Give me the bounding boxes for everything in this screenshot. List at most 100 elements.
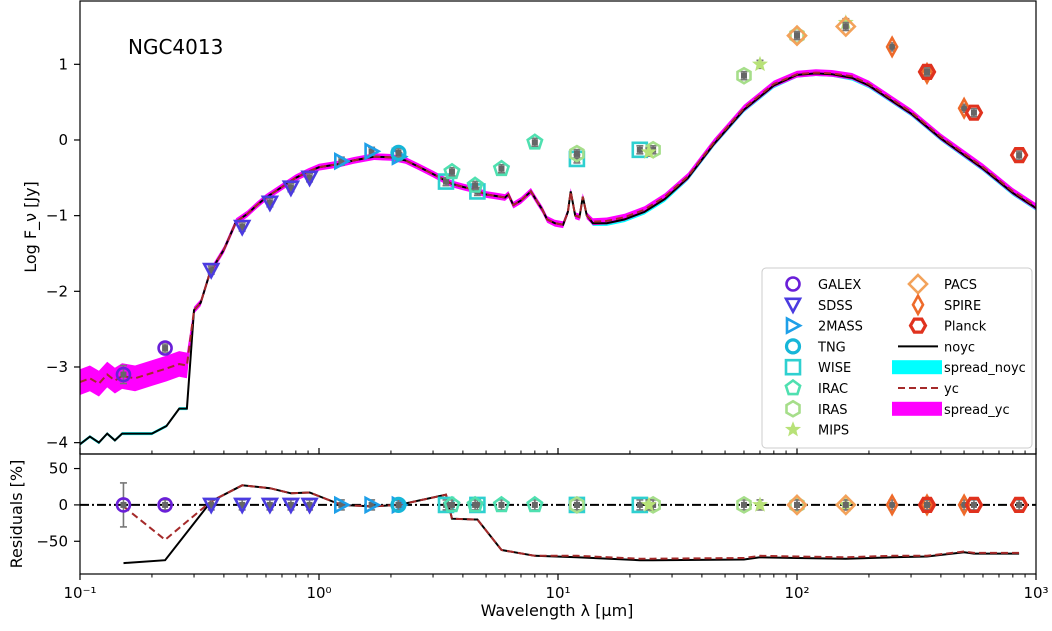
error-bar — [793, 30, 801, 41]
residual-yc-line — [122, 484, 1020, 560]
x-tick-label: 10¹ — [545, 584, 570, 602]
residual-point-pacs — [834, 494, 857, 516]
point-irac — [466, 176, 484, 193]
residual-point-iras — [736, 495, 752, 514]
residual-noyc-line — [123, 484, 1020, 565]
y-axis-label-bottom: Residuals [%] — [7, 460, 26, 569]
residual-point-irac — [443, 495, 461, 513]
residual-point-planck — [1009, 496, 1029, 513]
x-tick-label: 10² — [784, 584, 809, 602]
y-tick-label: −4 — [46, 434, 68, 452]
residual-point-2mass — [333, 495, 352, 515]
axes: 10⁻¹ 10⁰ 10¹ 10² 10³ −4 −3 −2 −1 0 1 −50 0 50 — [36, 0, 1049, 602]
legend-label-galex: GALEX — [818, 278, 861, 293]
legend-label-spread_yc: spread_yc — [944, 403, 1010, 418]
error-bar — [740, 70, 748, 81]
legend-marker-wise — [784, 358, 802, 376]
legend-label-pacs: PACS — [944, 278, 977, 293]
legend-label-spread_noyc: spread_noyc — [944, 361, 1026, 376]
legend-swatch-spread_noyc — [892, 360, 942, 375]
legend-box — [761, 267, 1033, 449]
residual-point-tng — [390, 496, 407, 514]
legend-label-2mass: 2MASS — [818, 320, 863, 335]
point-spire — [920, 61, 934, 86]
x-axis-label: Wavelength λ [μm] — [481, 601, 634, 620]
residual-point-iras — [645, 495, 661, 514]
point-spire — [885, 35, 899, 59]
y-tick-label: 0 — [58, 131, 68, 149]
x-tick-label: 10⁻¹ — [63, 584, 96, 602]
residual-point-irac — [492, 495, 511, 513]
legend-marker-planck — [908, 317, 928, 334]
residual-error-bar — [573, 499, 581, 511]
photometry-points — [115, 14, 1029, 385]
legend-label-iras: IRAS — [818, 403, 848, 418]
point-2mass — [364, 142, 382, 161]
y-tick-label: −3 — [46, 358, 68, 376]
point-mips — [640, 143, 657, 159]
residual-points — [115, 482, 1029, 528]
legend-label-mips: MIPS — [818, 424, 849, 439]
residual-point-planck — [964, 496, 984, 513]
error-bar — [1015, 150, 1023, 160]
error-bar — [636, 145, 644, 155]
residual-error-bar — [531, 499, 539, 511]
model-lines — [80, 71, 1036, 445]
residual-point-mips — [640, 496, 657, 512]
legend-marker-mips — [784, 421, 802, 437]
x-tick-label: 10⁰ — [306, 584, 331, 602]
legend-label-tng: TNG — [817, 340, 846, 355]
point-sdss — [300, 170, 319, 188]
point-galex — [115, 366, 132, 383]
residual-error-bar — [970, 499, 978, 511]
residual-point-mips — [751, 496, 768, 512]
residual-point-irac — [466, 495, 484, 513]
error-bar — [471, 180, 479, 191]
legend-marker-sdss — [783, 297, 803, 315]
y-tick-label: −2 — [46, 282, 68, 300]
residual-error-bar — [1015, 499, 1023, 511]
residual-point-irac — [526, 495, 544, 513]
residual-point-2mass — [364, 495, 382, 515]
residual-error-bar — [740, 499, 748, 511]
yc-line — [80, 71, 1036, 385]
residual-point-iras — [569, 495, 585, 514]
residual-error-bar — [793, 499, 801, 511]
residual-point-spire — [920, 493, 934, 517]
residual-point-wise — [631, 496, 649, 514]
residual-y-tick-label: 0 — [58, 496, 68, 514]
legend-label-spire: SPIRE — [944, 299, 981, 314]
point-sdss — [202, 262, 221, 280]
error-bar — [842, 21, 850, 32]
error-bar — [573, 148, 581, 159]
residual-error-bar — [119, 482, 127, 528]
point-iras — [569, 144, 585, 163]
residual-point-galex — [115, 497, 132, 513]
point-sdss — [260, 195, 280, 213]
residual-point-galex — [157, 497, 173, 513]
point-mips — [751, 55, 768, 72]
error-bar — [531, 137, 539, 148]
residual-point-sdss — [202, 497, 221, 515]
legend-marker-tng — [784, 338, 802, 355]
point-2mass — [333, 152, 352, 171]
error-bar — [394, 148, 402, 158]
error-bar — [161, 343, 169, 353]
legend-marker-spire — [911, 293, 925, 317]
residual-point-sdss — [300, 497, 319, 515]
error-bar — [497, 163, 505, 174]
legend-label-yc: yc — [944, 382, 959, 397]
point-irac — [443, 162, 461, 180]
residual-point-sdss — [233, 497, 252, 515]
point-planck — [964, 104, 984, 121]
residual-point-sdss — [260, 497, 280, 515]
error-bar — [970, 107, 978, 118]
legend-label-planck: Planck — [944, 320, 987, 335]
legend-marker-2mass — [785, 316, 803, 335]
point-galex — [157, 340, 173, 356]
residual-error-bar — [497, 499, 505, 511]
error-bar — [448, 166, 456, 177]
residual-error-bar — [161, 499, 169, 511]
y-axis-label-top: Log F_ν [Jy] — [21, 181, 41, 273]
residual-point-planck — [917, 496, 937, 513]
